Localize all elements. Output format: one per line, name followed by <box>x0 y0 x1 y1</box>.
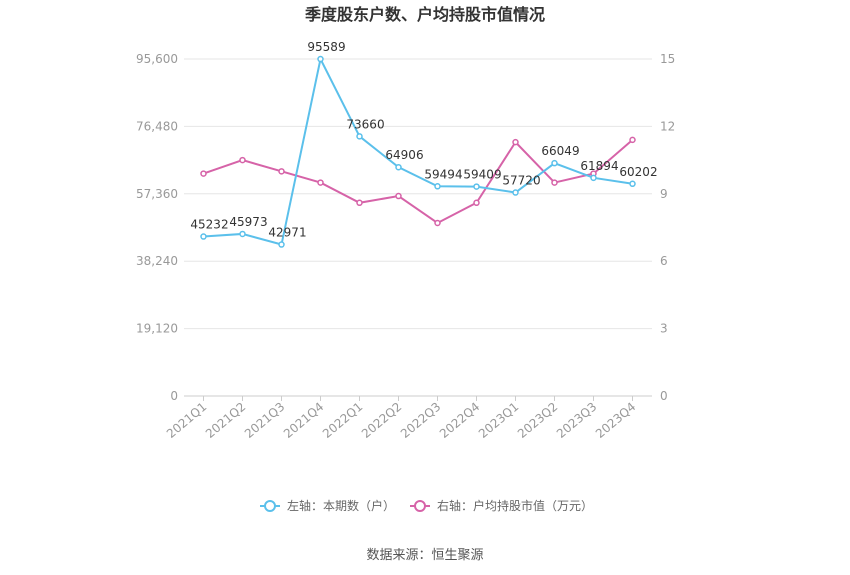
data-point <box>512 138 519 146</box>
x-tick-label: 2023Q2 <box>515 400 560 441</box>
data-point <box>512 189 519 196</box>
data-label: 73660 <box>346 117 384 131</box>
legend-swatch-marker <box>414 500 426 512</box>
data-label: 60202 <box>619 165 657 179</box>
right-tick-label: 12 <box>660 119 675 133</box>
data-point <box>629 180 636 188</box>
left-tick-label: 0 <box>170 389 178 403</box>
legend: 左轴：本期数（户） 右轴：户均持股市值（万元） <box>260 498 593 513</box>
data-point <box>395 192 402 200</box>
right-axis: 0 3 6 9 12 15 <box>660 52 675 403</box>
x-tick-label: 2021Q3 <box>242 400 287 441</box>
data-point <box>278 241 285 248</box>
left-tick-label: 95,600 <box>136 52 178 66</box>
data-point <box>590 174 597 182</box>
data-point <box>356 133 363 140</box>
data-point <box>278 168 285 175</box>
legend-label: 右轴：户均持股市值（万元） <box>437 498 593 513</box>
data-point <box>434 183 441 190</box>
right-tick-label: 0 <box>660 389 668 403</box>
data-point <box>473 183 480 190</box>
x-tick-label: 2022Q3 <box>398 400 443 441</box>
data-point <box>200 170 207 177</box>
data-point <box>239 156 246 164</box>
source-note: 数据来源：恒生聚源 <box>366 548 483 563</box>
x-tick-label: 2023Q3 <box>554 400 599 441</box>
data-label: 57720 <box>502 174 540 188</box>
chart-title: 季度股东户数、户均持股市值情况 <box>304 5 545 24</box>
x-tick-label: 2022Q1 <box>320 400 365 441</box>
right-tick-label: 6 <box>660 254 668 268</box>
right-tick-label: 3 <box>660 322 668 336</box>
data-label: 64906 <box>385 148 423 162</box>
data-label: 59494 <box>424 167 462 181</box>
data-point <box>473 199 480 207</box>
left-tick-label: 76,480 <box>136 119 178 133</box>
data-label: 61894 <box>580 159 618 173</box>
series-line <box>203 56 633 246</box>
data-label: 45973 <box>229 215 267 229</box>
data-point <box>551 159 558 167</box>
data-label: 45232 <box>190 218 228 232</box>
data-point <box>200 233 207 240</box>
right-tick-label: 15 <box>660 52 675 66</box>
x-axis: 2021Q12021Q22021Q32021Q42022Q12022Q22022… <box>164 396 638 441</box>
data-label: 59409 <box>463 168 501 182</box>
series-layer <box>200 55 636 248</box>
data-point <box>629 136 636 144</box>
x-tick-label: 2021Q1 <box>164 400 209 441</box>
series-line <box>203 139 634 225</box>
legend-swatch-marker <box>264 500 276 512</box>
left-axis: 0 19,120 38,240 57,360 76,480 95,600 <box>136 52 178 403</box>
x-tick-label: 2021Q4 <box>281 400 326 441</box>
left-tick-label: 38,240 <box>136 254 178 268</box>
data-point <box>356 199 363 207</box>
left-tick-label: 57,360 <box>136 187 178 201</box>
x-tick-label: 2021Q2 <box>203 400 248 441</box>
x-tick-label: 2023Q1 <box>476 400 521 441</box>
x-tick-label: 2022Q4 <box>437 400 482 441</box>
data-label: 42971 <box>268 226 306 240</box>
left-tick-label: 19,120 <box>136 322 178 336</box>
data-point <box>551 179 558 186</box>
data-point <box>317 55 324 63</box>
x-tick-label: 2022Q2 <box>359 400 404 441</box>
data-label: 66049 <box>541 144 579 158</box>
right-tick-label: 9 <box>660 187 668 201</box>
data-point <box>239 230 246 238</box>
data-label: 95589 <box>307 40 345 54</box>
data-point <box>395 163 402 171</box>
x-tick-label: 2023Q4 <box>593 400 638 441</box>
data-point <box>317 179 324 186</box>
legend-label: 左轴：本期数（户） <box>287 498 395 513</box>
data-point <box>434 219 441 227</box>
grid <box>184 58 652 397</box>
